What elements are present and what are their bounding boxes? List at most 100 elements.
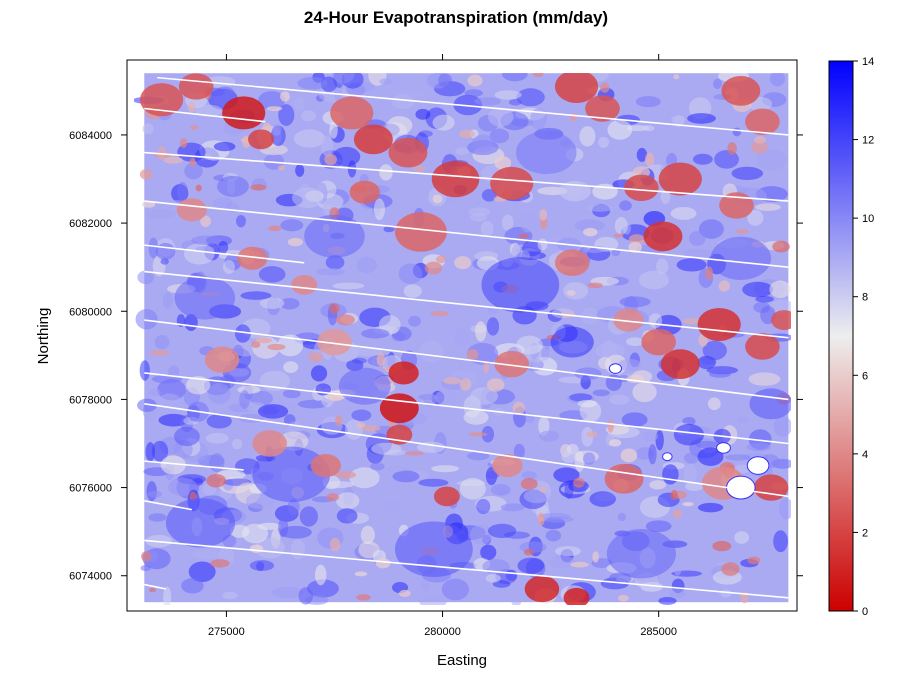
raster-texture-cell xyxy=(135,308,158,330)
low-et-patch xyxy=(624,174,659,202)
raster-low-cell xyxy=(412,165,426,172)
raster-low-cell xyxy=(539,209,548,221)
raster-texture-cell xyxy=(235,214,246,228)
raster-texture-cell xyxy=(577,399,597,408)
raster-low-cell xyxy=(628,234,645,245)
raster-texture-cell xyxy=(542,516,574,523)
raster-texture-cell xyxy=(415,108,431,120)
raster-texture-cell xyxy=(360,525,375,545)
raster-texture-cell xyxy=(555,546,581,557)
raster-low-cell xyxy=(375,558,391,569)
raster-texture-cell xyxy=(617,512,627,522)
raster-texture-cell xyxy=(235,324,251,343)
no-data-patch xyxy=(746,456,770,475)
colorbar-ticks: 0 2 4 6 8 10 12 14 xyxy=(853,56,874,618)
raster-low-cell xyxy=(613,233,624,238)
raster-low-cell xyxy=(670,489,678,501)
high-et-patch xyxy=(550,326,594,358)
low-et-patch xyxy=(719,192,754,219)
y-tick-label: 6074000 xyxy=(69,571,112,583)
raster-texture-cell xyxy=(475,321,487,342)
raster-texture-cell xyxy=(332,73,355,84)
raster-low-cell xyxy=(336,314,355,326)
raster-low-cell xyxy=(705,266,714,281)
raster-low-cell xyxy=(356,594,371,601)
raster-texture-cell xyxy=(216,175,249,197)
raster-low-cell xyxy=(163,156,183,164)
high-et-patch xyxy=(252,446,331,503)
raster-texture-cell xyxy=(325,255,345,270)
raster-texture-cell xyxy=(240,291,272,300)
raster-texture-cell xyxy=(148,513,167,522)
low-et-patch xyxy=(222,96,266,130)
raster-low-cell xyxy=(673,74,680,80)
raster-texture-cell xyxy=(155,243,176,260)
raster-texture-cell xyxy=(279,297,300,310)
raster-texture-cell xyxy=(747,209,764,226)
raster-texture-cell xyxy=(645,520,672,533)
raster-texture-cell xyxy=(687,113,716,124)
raster-texture-cell xyxy=(142,123,154,135)
low-et-patch xyxy=(660,349,700,380)
raster-low-cell xyxy=(466,349,479,361)
raster-low-cell xyxy=(210,559,230,568)
low-et-patch xyxy=(176,198,207,222)
raster-low-cell xyxy=(644,152,655,167)
low-et-patch xyxy=(204,346,240,373)
raster-low-cell xyxy=(587,282,603,289)
raster-low-cell xyxy=(190,125,199,130)
raster-texture-cell xyxy=(222,591,238,600)
raster-texture-cell xyxy=(697,502,724,513)
raster-texture-cell xyxy=(618,358,642,371)
x-tick-label: 285000 xyxy=(640,626,677,638)
raster-low-cell xyxy=(278,164,286,171)
low-et-patch xyxy=(433,486,460,507)
raster-low-cell xyxy=(518,233,530,239)
raster-low-cell xyxy=(251,340,261,348)
scan-gap-line xyxy=(144,200,789,268)
raster-texture-cell xyxy=(361,328,390,339)
raster-texture-cell xyxy=(137,270,154,285)
raster-texture-cell xyxy=(177,182,189,202)
raster-texture-cell xyxy=(684,452,699,464)
raster-low-cell xyxy=(443,377,462,385)
raster-texture-cell xyxy=(494,90,522,100)
low-et-patch xyxy=(745,333,780,360)
raster-texture-cell xyxy=(168,477,198,497)
low-et-patch xyxy=(237,246,268,270)
low-et-patch xyxy=(388,137,428,168)
raster-texture-cell xyxy=(489,128,510,144)
raster-texture-cell xyxy=(279,525,312,539)
colorbar-tick-label: 0 xyxy=(862,606,868,618)
raster-texture-cell xyxy=(418,340,444,363)
scan-gap-line xyxy=(144,539,789,599)
colorbar-tick-label: 14 xyxy=(862,56,874,68)
raster-texture-cell xyxy=(487,523,517,539)
raster-low-cell xyxy=(432,194,443,204)
raster-texture-cell xyxy=(310,365,328,382)
raster-texture-cell xyxy=(574,219,606,232)
y-tick-label: 6084000 xyxy=(69,130,112,142)
low-et-patch xyxy=(490,166,534,200)
raster-texture-cell xyxy=(469,524,493,545)
raster-texture-cell xyxy=(589,491,616,507)
raster-low-cell xyxy=(139,168,153,180)
raster-low-cell xyxy=(157,146,166,160)
raster-texture-cell xyxy=(636,147,648,162)
raster-texture-cell xyxy=(476,498,491,515)
raster-low-cell xyxy=(570,561,589,568)
low-et-patch xyxy=(353,124,393,155)
raster-texture-cell xyxy=(737,416,750,424)
raster-texture-cell xyxy=(545,529,562,542)
x-axis-label: Easting xyxy=(437,652,487,669)
y-tick-label: 6076000 xyxy=(69,483,112,495)
raster-texture-cell xyxy=(162,292,173,309)
colorbar: 0 2 4 6 8 10 12 14 xyxy=(828,56,874,618)
raster-texture-cell xyxy=(420,580,430,591)
raster-low-cell xyxy=(262,122,272,132)
raster-texture-cell xyxy=(181,578,204,594)
colorbar-scale xyxy=(828,60,854,612)
y-tick-label: 6078000 xyxy=(69,394,112,406)
raster-texture-cell xyxy=(508,99,522,106)
scan-gap-line xyxy=(144,583,167,590)
